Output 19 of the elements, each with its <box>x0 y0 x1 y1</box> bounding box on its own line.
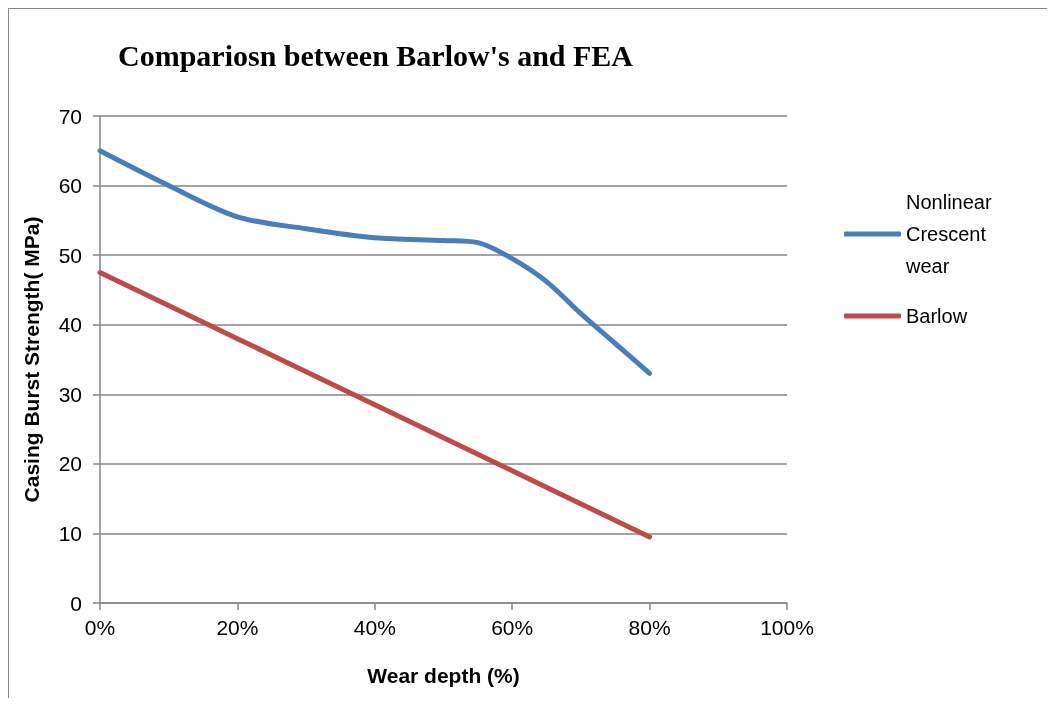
y-tick-label: 30 <box>58 382 82 406</box>
x-tick-label: 40% <box>353 616 396 639</box>
x-tick-label: 20% <box>216 616 259 639</box>
x-tick-label: 0% <box>84 616 116 639</box>
y-tick-label: 0 <box>70 591 82 615</box>
x-tick-label: 80% <box>628 616 671 639</box>
x-tick-label: 60% <box>491 616 534 639</box>
y-axis-title: Casing Burst Strength( MPa) <box>20 216 43 503</box>
y-tick-label: 20 <box>58 452 82 476</box>
x-tick-label: 100% <box>760 616 814 639</box>
x-axis-title: Wear depth (%) <box>367 664 520 687</box>
y-tick-label: 10 <box>58 521 82 545</box>
y-tick-label: 40 <box>58 313 82 337</box>
chart-title: Compariosn between Barlow's and FEA <box>118 38 634 72</box>
legend-label: Nonlinear Crescent wear <box>905 191 998 277</box>
y-tick-label: 60 <box>58 174 82 198</box>
y-tick-label: 50 <box>58 243 82 267</box>
legend-label: Barlow <box>906 305 968 327</box>
y-tick-label: 70 <box>58 104 82 128</box>
